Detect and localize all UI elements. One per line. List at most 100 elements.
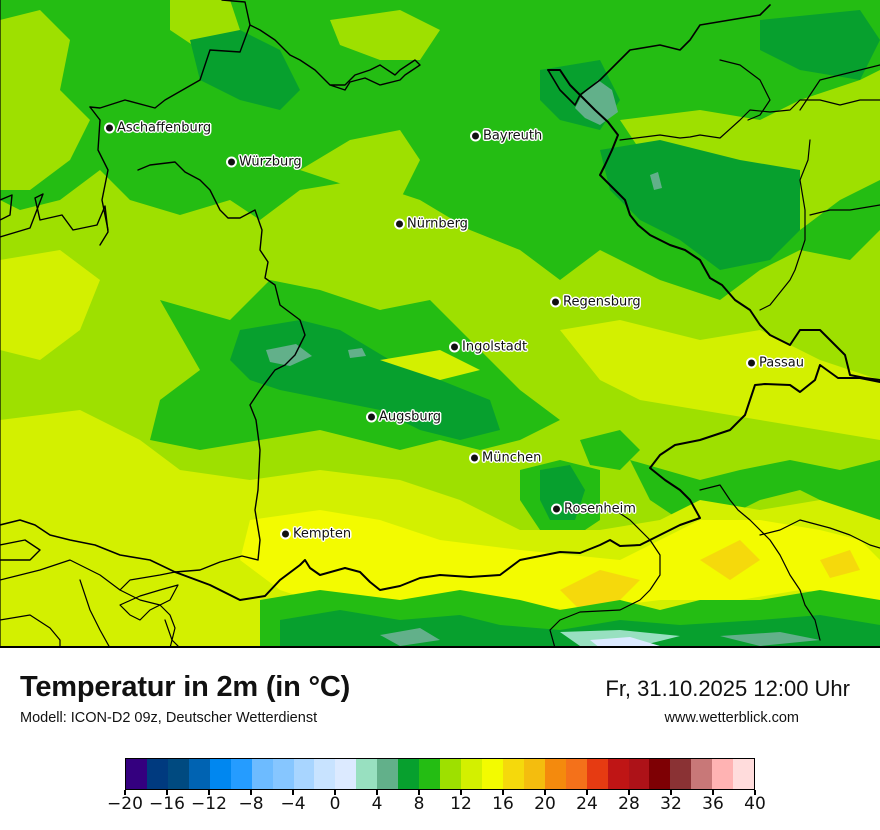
tick-label: 28 <box>618 794 640 814</box>
city-marker-icon <box>366 411 377 423</box>
colorbar-bin <box>481 759 503 789</box>
colorbar-bin <box>209 759 231 789</box>
temperature-map: Aschaffenburg Würzburg Bayreuth Nürnberg… <box>0 0 880 648</box>
tick-mark <box>628 790 630 795</box>
colorbar-bin <box>733 759 755 789</box>
colorbar-bin <box>502 759 524 789</box>
city-marker-icon <box>104 122 115 134</box>
city-kempten: Kempten <box>280 527 351 542</box>
colorbar-bin <box>377 759 399 789</box>
colorbar-bin <box>167 759 189 789</box>
colorbar-bin <box>251 759 273 789</box>
city-wuerzburg: Würzburg <box>226 155 302 170</box>
tick-label: 4 <box>371 794 383 814</box>
colorbar-bin <box>523 759 545 789</box>
temperature-field <box>0 0 880 646</box>
colorbar-bin <box>607 759 629 789</box>
valid-datetime: Fr, 31.10.2025 12:00 Uhr <box>605 676 850 701</box>
tick-label: 24 <box>576 794 598 814</box>
colorbar-bin <box>649 759 671 789</box>
city-label: Aschaffenburg <box>117 120 212 136</box>
colorbar-bin <box>126 759 147 789</box>
tick-label: 16 <box>492 794 514 814</box>
tick-mark <box>670 790 672 795</box>
tick-mark <box>334 790 336 795</box>
colorbar-bin <box>293 759 315 789</box>
tick-label: −4 <box>280 794 306 814</box>
tick-label: 8 <box>413 794 425 814</box>
colorbar-bin <box>691 759 713 789</box>
tick-label: 40 <box>744 794 766 814</box>
colorbar-bin <box>544 759 566 789</box>
colorbar-bin <box>356 759 378 789</box>
tick-label: 32 <box>660 794 682 814</box>
tick-label: −16 <box>149 794 185 814</box>
colorbar-bin <box>398 759 420 789</box>
colorbar-bin <box>272 759 294 789</box>
colorbar-bin <box>628 759 650 789</box>
city-rosenheim: Rosenheim <box>551 502 636 517</box>
tick-label: 0 <box>329 794 341 814</box>
city-nuernberg: Nürnberg <box>394 217 468 232</box>
colorbar-bin <box>230 759 252 789</box>
colorbar-bin <box>335 759 357 789</box>
city-marker-icon <box>470 130 481 142</box>
city-marker-icon <box>746 357 757 369</box>
website-credit: www.wetterblick.com <box>664 710 799 726</box>
city-label: München <box>482 450 542 466</box>
city-passau: Passau <box>746 356 804 371</box>
city-marker-icon <box>550 296 561 308</box>
tick-mark <box>376 790 378 795</box>
tick-label: 12 <box>450 794 472 814</box>
tick-label: 36 <box>702 794 724 814</box>
city-label: Bayreuth <box>483 128 543 144</box>
colorbar-bin <box>670 759 692 789</box>
city-marker-icon <box>469 452 480 464</box>
tick-mark <box>208 790 210 795</box>
model-source: Modell: ICON-D2 09z, Deutscher Wetterdie… <box>20 710 318 726</box>
city-label: Ingolstadt <box>462 339 528 355</box>
tick-label: −12 <box>191 794 227 814</box>
colorbar-bin <box>188 759 210 789</box>
tick-label: −20 <box>107 794 143 814</box>
city-label: Nürnberg <box>407 216 468 232</box>
tick-label: −8 <box>238 794 264 814</box>
city-marker-icon <box>551 503 562 515</box>
city-marker-icon <box>226 156 237 168</box>
tick-mark <box>460 790 462 795</box>
colorbar-bin <box>586 759 608 789</box>
tick-mark <box>544 790 546 795</box>
city-bayreuth: Bayreuth <box>470 129 542 144</box>
tick-mark <box>712 790 714 795</box>
tick-mark <box>502 790 504 795</box>
city-aschaffenburg: Aschaffenburg <box>104 121 211 136</box>
colorbar-bin <box>565 759 587 789</box>
colorbar-bin <box>419 759 441 789</box>
city-label: Kempten <box>293 526 352 542</box>
chart-title: Temperatur in 2m (in °C) <box>20 671 351 703</box>
colorbar-bin <box>712 759 734 789</box>
city-regensburg: Regensburg <box>550 295 641 310</box>
tick-label: 20 <box>534 794 556 814</box>
tick-mark <box>250 790 252 795</box>
city-marker-icon <box>449 341 460 353</box>
city-label: Rosenheim <box>564 501 636 517</box>
colorbar-bin <box>461 759 482 789</box>
tick-mark <box>754 790 756 795</box>
city-ingolstadt: Ingolstadt <box>449 340 527 355</box>
city-marker-icon <box>394 218 405 230</box>
city-label: Regensburg <box>563 294 641 310</box>
colorbar-legend <box>125 758 755 790</box>
city-label: Passau <box>759 355 804 371</box>
tick-mark <box>418 790 420 795</box>
city-augsburg: Augsburg <box>366 410 441 425</box>
city-muenchen: München <box>469 451 541 466</box>
colorbar-bin <box>146 759 168 789</box>
tick-mark <box>124 790 126 795</box>
colorbar-bin <box>314 759 336 789</box>
tick-mark <box>166 790 168 795</box>
city-label: Augsburg <box>379 409 442 425</box>
city-marker-icon <box>280 528 291 540</box>
tick-mark <box>292 790 294 795</box>
colorbar-bin <box>440 759 461 789</box>
